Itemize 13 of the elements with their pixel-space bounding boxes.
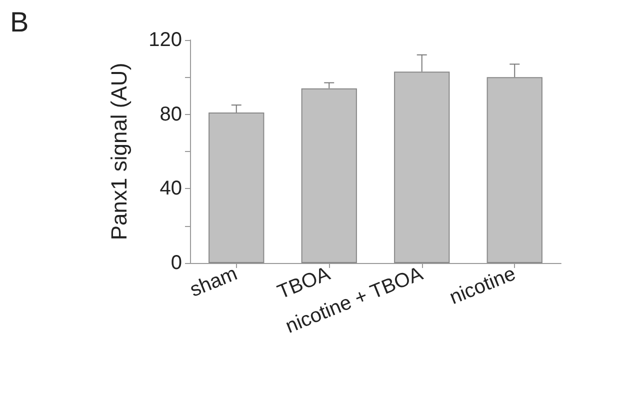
y-tick-label: 40 [160,178,182,200]
bar [301,88,357,263]
x-tick-label: TBOA [274,262,334,304]
y-axis-title: Panx1 signal (AU) [106,62,132,240]
x-tick-label: sham [186,262,240,302]
text: B [10,6,29,38]
y-tick-label: 0 [170,252,182,274]
y-tick-label: 120 [148,29,182,51]
bar [486,77,542,263]
y-tick-label: 80 [160,103,182,126]
x-tick-label: nicotine [446,262,519,310]
bar [394,72,450,263]
bar [208,112,264,263]
